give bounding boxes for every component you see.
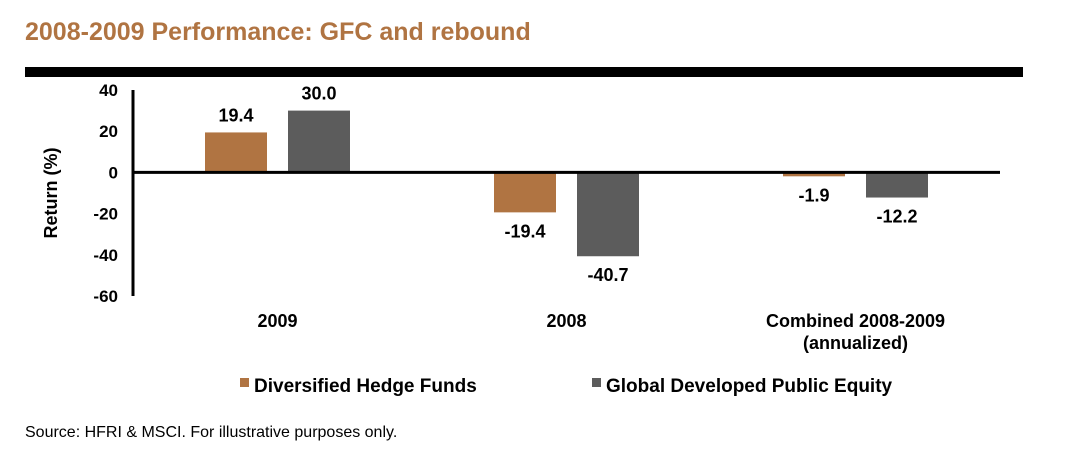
bar xyxy=(205,132,267,173)
bar xyxy=(866,172,928,198)
y-tick-label: 40 xyxy=(99,81,118,100)
bar xyxy=(577,172,639,257)
y-tick-label: 0 xyxy=(109,163,118,182)
y-tick-label: 20 xyxy=(99,122,118,141)
x-category-label: Combined 2008-2009 xyxy=(766,311,945,331)
legend-label: Global Developed Public Equity xyxy=(606,376,893,397)
bar-chart: 40 20 0 -20 -40 -60 Return (%) 19.4 30.0 2009 -19.… xyxy=(41,81,1000,397)
y-tick-label: -20 xyxy=(93,205,118,224)
legend-label: Diversified Hedge Funds xyxy=(254,376,477,397)
data-label: -1.9 xyxy=(798,185,829,205)
data-label: -40.7 xyxy=(587,265,628,285)
data-label: 30.0 xyxy=(301,84,336,104)
chart-title: 2008-2009 Performance: GFC and rebound xyxy=(25,18,531,46)
source-note: Source: HFRI & MSCI. For illustrative pu… xyxy=(25,424,398,441)
x-category-label: (annualized) xyxy=(803,333,908,353)
bar xyxy=(783,172,845,177)
bar xyxy=(288,110,350,173)
y-tick-label: -60 xyxy=(93,287,118,306)
x-category-label: 2008 xyxy=(546,311,586,331)
data-label: 19.4 xyxy=(218,105,253,125)
legend-swatch xyxy=(592,378,601,387)
data-label: -12.2 xyxy=(876,207,917,227)
legend-swatch xyxy=(240,378,249,387)
title-rule xyxy=(25,67,1023,77)
y-axis-title: Return (%) xyxy=(41,148,61,239)
x-category-label: 2009 xyxy=(257,311,297,331)
y-tick-label: -40 xyxy=(93,246,118,265)
bar xyxy=(494,172,556,213)
data-label: -19.4 xyxy=(504,221,545,241)
